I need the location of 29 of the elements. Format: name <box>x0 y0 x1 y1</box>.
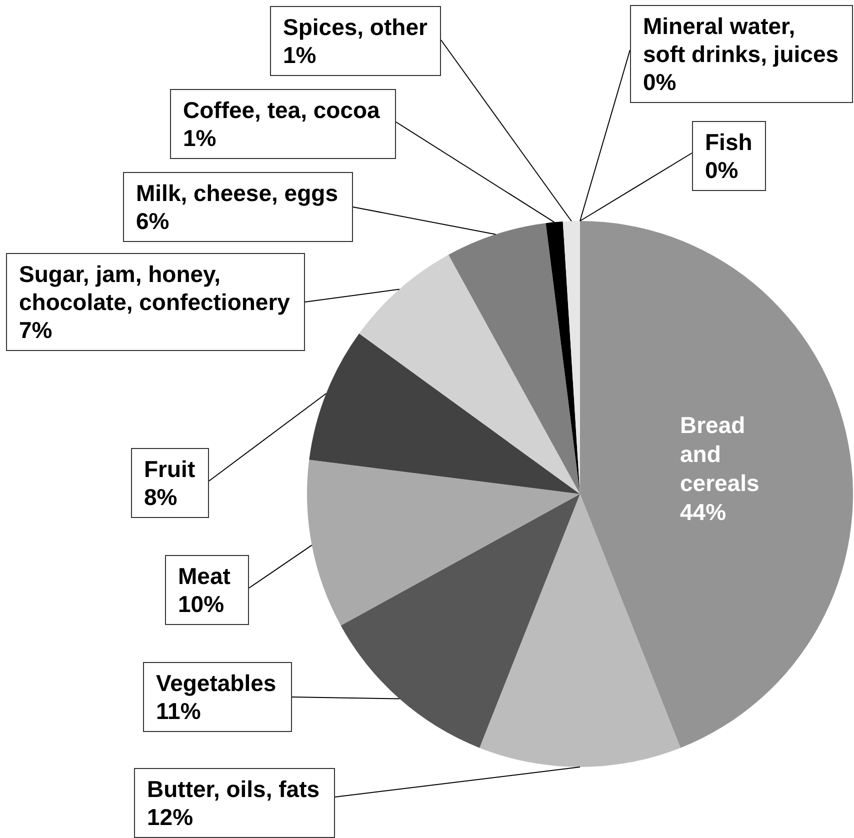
data-label: 6% <box>136 207 170 235</box>
slice-label: Butter, oils, fats <box>147 775 321 803</box>
slice-label: Fruit <box>144 455 196 483</box>
pie-slice <box>309 334 580 494</box>
data-label: 12% <box>147 803 194 831</box>
slice-label: Meat <box>178 562 232 590</box>
data-label: 11% <box>156 697 202 725</box>
pie-slice <box>580 221 852 748</box>
data-label: 7% <box>19 316 54 344</box>
pie-slice <box>359 254 580 494</box>
pie-slice <box>480 494 680 767</box>
pie-slice <box>340 494 580 748</box>
slice-label: Coffee, tea, cocoa <box>183 96 381 124</box>
category-label: Fish <box>705 129 752 155</box>
slice-label: Vegetables <box>156 669 278 697</box>
text: 0% <box>643 69 676 95</box>
slice-label: Bread and cereals <box>680 411 760 498</box>
slice-label: Milk, cheese, eggs <box>136 179 339 207</box>
text: 0% <box>705 157 738 183</box>
slice-label: Spices, other <box>283 13 428 41</box>
data-label: 8% <box>144 483 178 511</box>
pie-slice <box>307 460 580 626</box>
data-label: 1% <box>283 41 318 69</box>
slice-label: Sugar, jam, honey, chocolate, confectionery <box>19 260 291 316</box>
category-label: Mineral water, soft drinks, juices <box>643 13 839 67</box>
pie-slice <box>448 223 580 494</box>
data-label: 44% <box>680 498 728 527</box>
data-label: 10% <box>178 590 226 618</box>
data-label: 1% <box>183 124 218 152</box>
